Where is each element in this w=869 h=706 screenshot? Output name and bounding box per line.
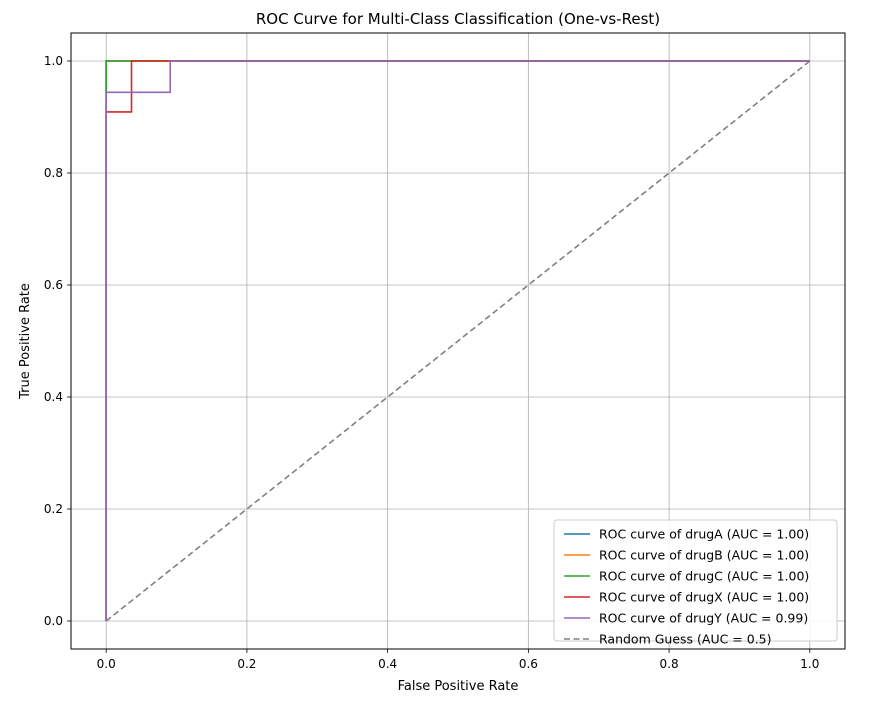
legend: ROC curve of drugA (AUC = 1.00) ROC curve… (553, 519, 838, 647)
legend-label-3: ROC curve of drugX (AUC = 1.00) (599, 590, 809, 605)
legend-label-2: ROC curve of drugC (AUC = 1.00) (599, 569, 809, 584)
series-line-5 (105, 60, 811, 622)
y-tick-label: 0.0 (44, 614, 63, 628)
x-axis-label: False Positive Rate (398, 679, 519, 694)
plot-frame (70, 32, 846, 650)
legend-label-4: ROC curve of drugY (AUC = 0.99) (599, 611, 808, 626)
x-tick-label: 1.0 (800, 657, 819, 671)
x-tick-label: 0.8 (660, 657, 679, 671)
x-tick-label: 0.4 (378, 657, 397, 671)
y-tick-label: 0.6 (44, 278, 63, 292)
x-tick-label: 0.6 (519, 657, 538, 671)
y-axis-label: True Positive Rate (18, 283, 33, 400)
x-tick-label: 0.0 (97, 657, 116, 671)
legend-label-0: ROC curve of drugA (AUC = 1.00) (599, 527, 809, 542)
y-tick-label: 1.0 (44, 54, 63, 68)
legend-label-5: Random Guess (AUC = 0.5) (599, 632, 772, 647)
legend-box (553, 519, 838, 642)
plot-area (105, 60, 811, 622)
series-line-4 (105, 60, 810, 621)
y-tick-label: 0.8 (44, 166, 63, 180)
y-tick-label: 0.2 (44, 502, 63, 516)
chart-title: ROC Curve for Multi-Class Classification… (256, 10, 660, 28)
legend-label-1: ROC curve of drugB (AUC = 1.00) (599, 548, 809, 563)
y-tick-label: 0.4 (44, 390, 63, 404)
x-tick-label: 0.2 (237, 657, 256, 671)
axis-ticks: 0.0 0.2 0.4 0.6 0.8 1.0 0.0 0.2 0.4 0.6 0.8 1.0 (44, 54, 819, 671)
